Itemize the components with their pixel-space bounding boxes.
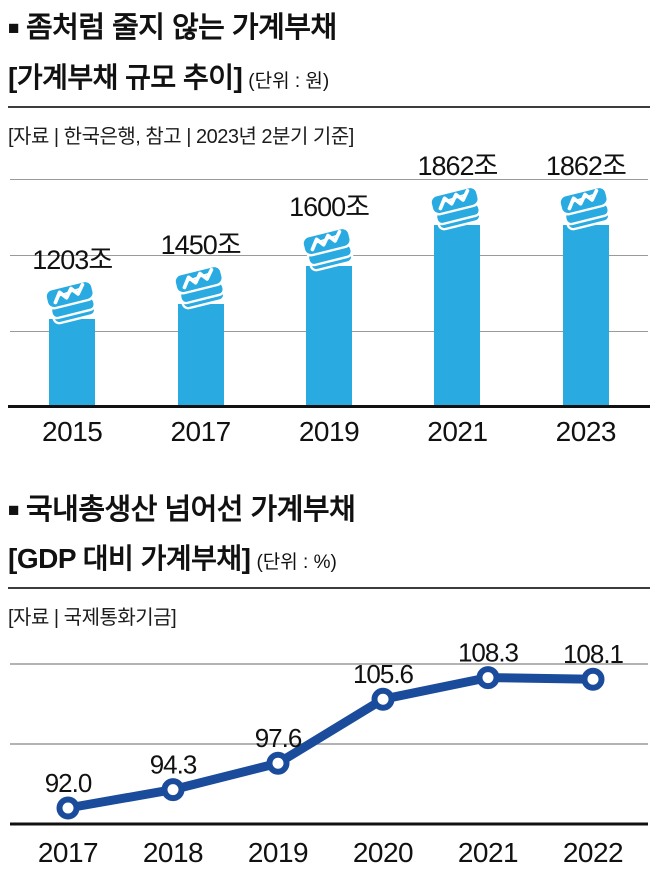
won-banknote-stack-icon	[558, 185, 611, 231]
x-axis-label: 2019	[248, 837, 308, 868]
chart-name-label: [GDP 대비 가계부채]	[8, 543, 251, 575]
data-point-marker	[161, 778, 185, 802]
chart-name-label: [가계부채 규모 추이]	[8, 61, 243, 93]
data-point-marker	[56, 796, 80, 820]
line-series	[63, 673, 598, 813]
data-point-marker	[266, 752, 290, 776]
bar-value-label: 1862조	[545, 150, 627, 181]
point-value-label: 108.1	[563, 640, 624, 670]
point-value-label: 92.0	[45, 768, 92, 798]
data-point-marker	[371, 688, 395, 712]
won-banknote-stack-icon	[172, 264, 226, 310]
won-banknote-stack-icon	[44, 279, 97, 325]
section-household-debt-trend: ■ 좀처럼 줄지 않는 가계부채 [가계부채 규모 추이] (단위 : 원) [자료…	[8, 10, 650, 448]
divider-line	[8, 105, 650, 108]
bullet-square-icon: ■	[8, 499, 19, 521]
x-axis-label: 2018	[143, 837, 203, 868]
bar-value-label: 1862조	[417, 150, 498, 181]
source-label: [자료 | 국제통화기금]	[8, 607, 177, 630]
section-title-text: 좀처럼 줄지 않는 가계부채	[25, 12, 337, 44]
bar-value-label: 1450조	[160, 229, 242, 260]
point-value-label: 105.6	[353, 660, 414, 690]
chart-subtitle: [GDP 대비 가계부채] (단위 : %)	[8, 537, 650, 577]
bar-chart-x-axis: 2015 2017 2019 2021 2023	[8, 408, 650, 448]
bar-chart: 1203조 1450조 1600조 1862조	[8, 151, 650, 448]
bullet-square-icon: ■	[8, 18, 19, 39]
divider-line	[8, 587, 650, 590]
section-title: ■ 국내총생산 넘어선 가계부채	[8, 492, 650, 530]
bar	[177, 303, 224, 405]
bar	[49, 318, 96, 405]
line-chart: 92.0 2017 94.3 2018 97.6 2019 105.6 2020 108.3 20…	[10, 638, 648, 868]
bar-group: 1600조	[265, 185, 393, 405]
source-label: [자료 | 한국은행, 참고 | 2023년 2분기 기준]	[8, 125, 354, 148]
bar-group: 1862조	[522, 144, 650, 405]
won-banknote-stack-icon	[429, 185, 482, 231]
x-axis-label: 2017	[170, 415, 231, 447]
bar	[434, 224, 481, 405]
x-axis-label: 2020	[353, 837, 413, 868]
bar-chart-plot-area: 1203조 1450조 1600조 1862조	[8, 151, 650, 408]
bar-group: 1203조	[8, 238, 136, 405]
bar	[562, 224, 609, 405]
x-axis-label: 2021	[458, 837, 518, 868]
x-axis-label: 2021	[427, 415, 488, 447]
won-banknote-stack-icon	[301, 226, 354, 272]
x-axis-label: 2015	[42, 415, 103, 447]
x-axis-label: 2023	[555, 415, 617, 447]
chart-subtitle: [가계부채 규모 추이] (단위 : 원)	[8, 56, 650, 96]
bar-value-label: 1600조	[289, 191, 370, 222]
bar	[306, 265, 353, 405]
point-value-label: 97.6	[255, 724, 302, 754]
bar-value-label: 1203조	[32, 244, 113, 275]
gridline	[10, 178, 648, 180]
x-axis-label: 2022	[563, 837, 623, 868]
bar-group: 1450조	[136, 223, 264, 405]
unit-label: (단위 : %)	[256, 552, 337, 574]
data-point-marker	[476, 666, 500, 690]
x-axis-label: 2019	[298, 415, 360, 447]
section-title: ■ 좀처럼 줄지 않는 가계부채	[8, 10, 650, 48]
unit-label: (단위 : 원)	[248, 70, 330, 92]
point-value-label: 108.3	[458, 638, 519, 668]
data-point-marker	[581, 668, 605, 692]
point-value-label: 94.3	[150, 750, 197, 780]
section-debt-to-gdp: ■ 국내총생산 넘어선 가계부채 [GDP 대비 가계부채] (단위 : %) [자…	[8, 492, 650, 878]
x-axis-label: 2017	[38, 837, 98, 868]
section-title-text: 국내총생산 넘어선 가계부채	[25, 493, 356, 526]
bar-group: 1862조	[393, 144, 521, 405]
